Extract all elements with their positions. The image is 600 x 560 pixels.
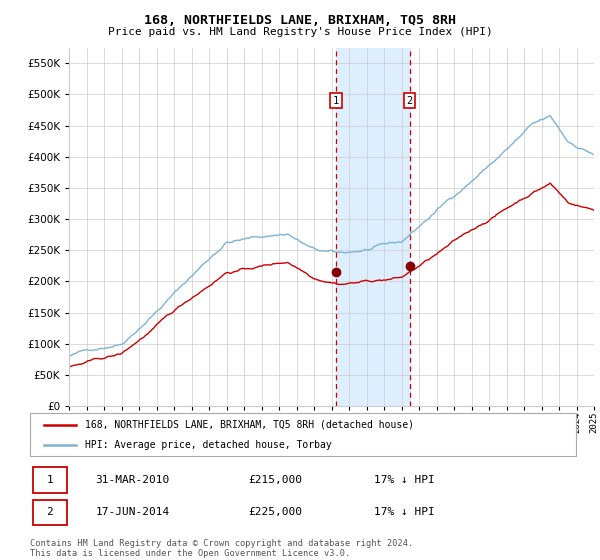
Text: 2: 2 xyxy=(406,96,413,106)
Text: 17% ↓ HPI: 17% ↓ HPI xyxy=(374,507,435,517)
Text: 2: 2 xyxy=(46,507,53,517)
Bar xyxy=(336,48,410,406)
Text: Contains HM Land Registry data © Crown copyright and database right 2024.
This d: Contains HM Land Registry data © Crown c… xyxy=(30,539,413,558)
Text: HPI: Average price, detached house, Torbay: HPI: Average price, detached house, Torb… xyxy=(85,440,331,450)
FancyBboxPatch shape xyxy=(30,413,576,456)
Text: 168, NORTHFIELDS LANE, BRIXHAM, TQ5 8RH (detached house): 168, NORTHFIELDS LANE, BRIXHAM, TQ5 8RH … xyxy=(85,419,413,430)
Text: 17% ↓ HPI: 17% ↓ HPI xyxy=(374,475,435,485)
Text: £225,000: £225,000 xyxy=(248,507,302,517)
FancyBboxPatch shape xyxy=(33,500,67,525)
FancyBboxPatch shape xyxy=(33,468,67,493)
Text: 31-MAR-2010: 31-MAR-2010 xyxy=(95,475,170,485)
Text: 1: 1 xyxy=(333,96,339,106)
Text: 17-JUN-2014: 17-JUN-2014 xyxy=(95,507,170,517)
Text: Price paid vs. HM Land Registry's House Price Index (HPI): Price paid vs. HM Land Registry's House … xyxy=(107,27,493,37)
Text: 168, NORTHFIELDS LANE, BRIXHAM, TQ5 8RH: 168, NORTHFIELDS LANE, BRIXHAM, TQ5 8RH xyxy=(144,14,456,27)
Text: £215,000: £215,000 xyxy=(248,475,302,485)
Text: 1: 1 xyxy=(46,475,53,485)
